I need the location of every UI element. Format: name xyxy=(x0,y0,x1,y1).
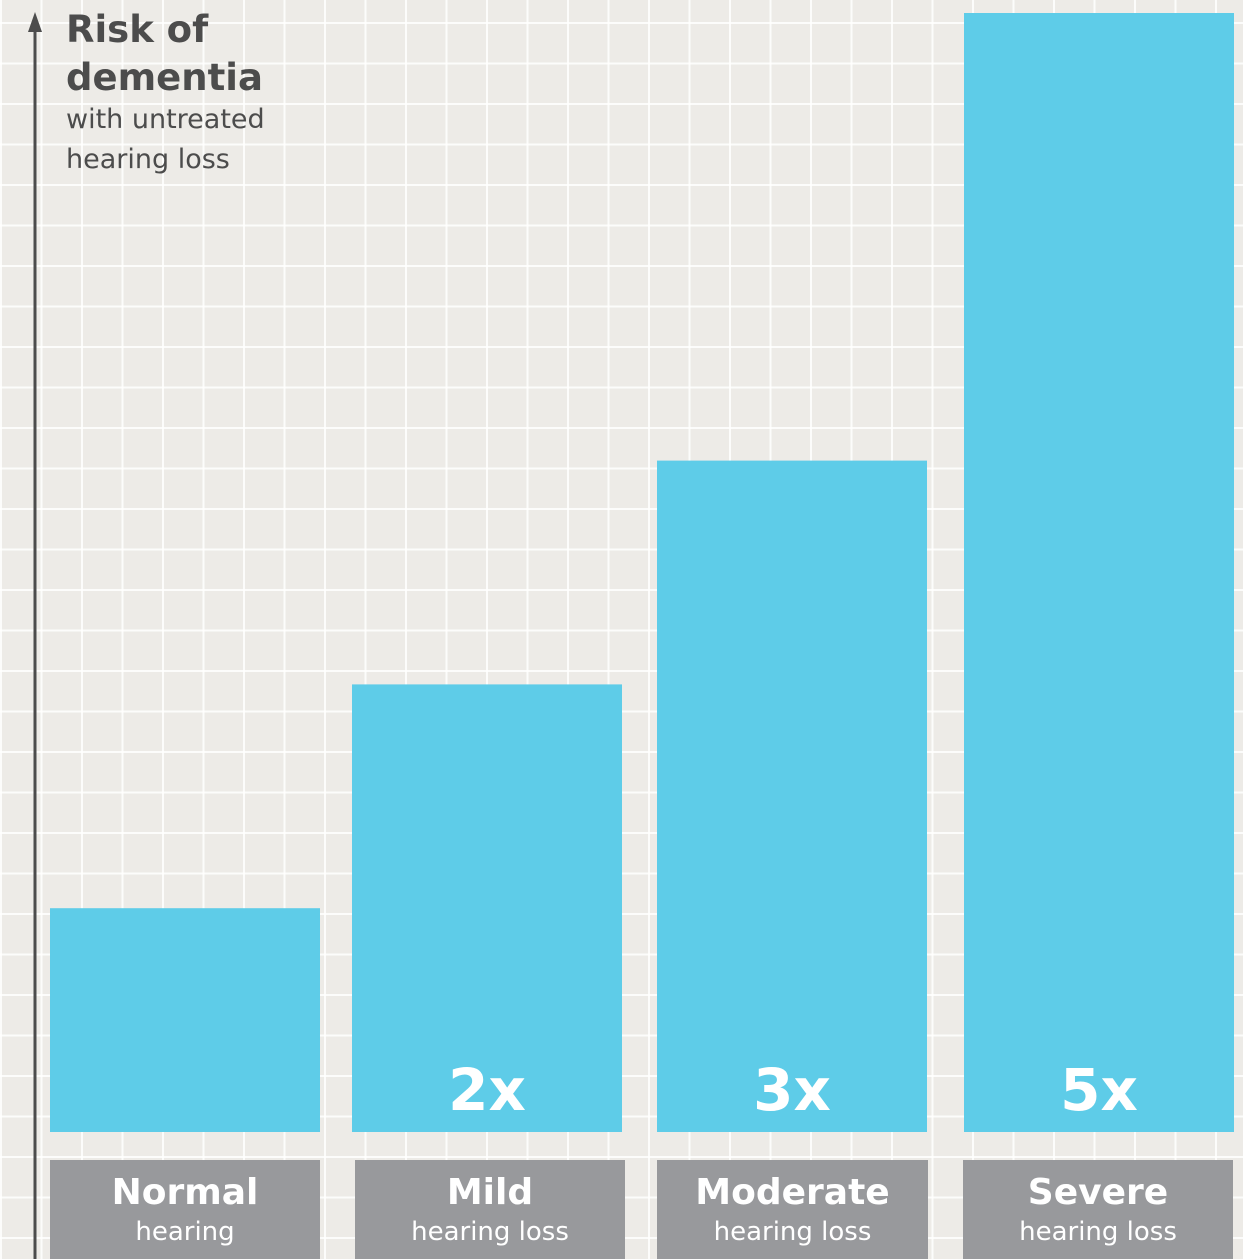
category-box-mild: Mild hearing loss xyxy=(355,1160,625,1259)
bar-moderate xyxy=(657,460,927,1133)
bar-mild xyxy=(352,684,622,1132)
category-label: Mild xyxy=(446,1172,534,1213)
category-box-severe: Severe hearing loss xyxy=(963,1160,1233,1259)
bar-normal xyxy=(50,908,320,1132)
category-box-normal: Normal hearing xyxy=(50,1160,320,1259)
category-label: Severe xyxy=(1027,1172,1169,1213)
y-axis-arrow-icon xyxy=(28,12,42,32)
category-label: Moderate xyxy=(695,1172,890,1213)
category-sublabel: hearing loss xyxy=(713,1217,872,1247)
category-sublabel: hearing loss xyxy=(1019,1217,1177,1247)
bar-severe xyxy=(964,13,1234,1132)
bar-value-label: 5x xyxy=(1060,1056,1138,1124)
category-sublabel: hearing xyxy=(135,1217,235,1247)
category-sublabel: hearing loss xyxy=(411,1217,569,1247)
y-axis-subtitle: with untreated hearing loss xyxy=(66,104,265,175)
y-axis-title: Risk of dementia xyxy=(66,8,263,99)
bar-value-label: 3x xyxy=(753,1056,831,1124)
bar-value-label: 2x xyxy=(448,1056,526,1124)
category-label: Normal xyxy=(111,1172,259,1213)
category-box-moderate: Moderate hearing loss xyxy=(657,1160,928,1259)
